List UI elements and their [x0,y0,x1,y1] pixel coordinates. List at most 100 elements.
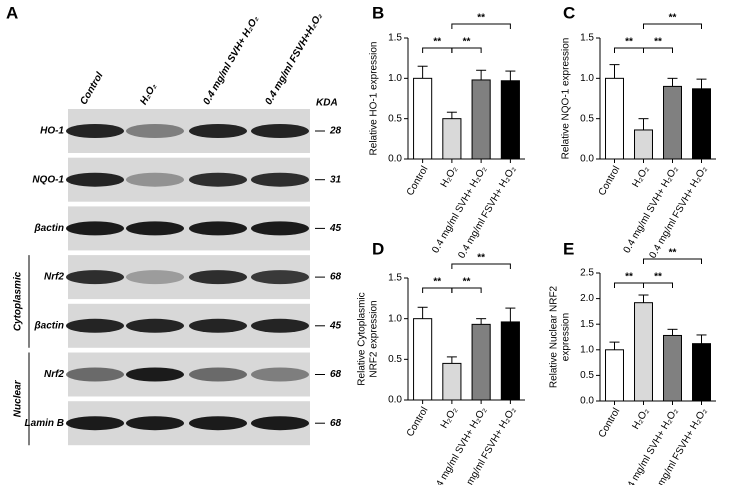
y-tick-label: 1.5 [580,319,594,330]
band [251,270,309,285]
protein-label: Nrf2 [44,272,64,283]
significance-label: ** [625,272,633,283]
significance-bracket [643,258,702,264]
y-tick-label: 0.5 [580,113,594,124]
bar [663,334,682,402]
x-tick-label: H₂O₂ [439,164,460,189]
y-tick-label: 0.0 [388,395,402,406]
kda-label: 68 [330,369,342,380]
band [251,172,309,187]
band [126,124,184,138]
bar [634,129,653,160]
protein-label: βactin [33,320,64,331]
significance-label: ** [669,13,677,24]
band [66,270,124,285]
kda-label: 68 [330,272,342,283]
significance-label: ** [654,272,662,283]
panel-letter: C [563,3,575,22]
significance-bracket [422,287,453,293]
y-axis-label: NRF2 expression [369,300,380,377]
x-tick-label: Control [597,406,623,439]
kda-label: 68 [330,418,342,429]
band [66,124,124,138]
band [126,367,184,382]
band [66,318,124,333]
bar [500,80,520,160]
significance-label: ** [477,13,485,24]
kda-label: 31 [330,174,342,185]
group-label: Nuclear [13,379,24,417]
x-tick-label: Control [405,164,431,197]
lane-label: 0.4 mg/ml FSVH+H₂O₂ [263,11,325,107]
y-axis-label: Relative Cytoplasmic [357,292,368,385]
band [189,221,247,236]
bar [605,349,624,402]
group-label: Cytoplasmic [13,271,24,331]
band [189,416,247,431]
band [126,221,184,236]
band [189,172,247,187]
y-tick-label: 1.5 [388,33,402,44]
y-tick-label: 1.0 [388,73,402,84]
y-tick-label: 0.0 [580,396,594,407]
significance-bracket [451,23,511,29]
band [126,270,184,285]
bar [663,85,682,160]
significance-label: ** [654,37,662,48]
band [66,367,124,382]
y-axis-label: Relative HO-1 expression [369,42,380,156]
y-tick-label: 1.0 [580,73,594,84]
y-tick-label: 2.5 [580,268,594,279]
y-tick-label: 1.0 [388,313,402,324]
bar [605,77,624,160]
band [126,318,184,333]
significance-label: ** [433,37,441,48]
x-tick-label: H₂O₂ [439,405,460,430]
bar [471,79,491,160]
band [251,318,309,333]
x-tick-label: 0.4 mg/ml FSVH+ H₂O₂ [456,164,518,260]
y-tick-label: 1.5 [388,273,402,284]
significance-label: ** [463,277,471,288]
bar [442,362,462,401]
protein-label: Nrf2 [44,369,64,380]
x-tick-label: Control [405,405,431,438]
x-tick-label: 0.4 mg/ml SVH+ H₂O₂ [430,164,489,255]
panel-letter: D [372,239,384,258]
y-tick-label: 0.5 [388,113,402,124]
band [251,367,309,382]
y-tick-label: 0.5 [580,370,594,381]
band [189,367,247,382]
kda-label: 45 [329,320,342,331]
x-tick-label: H₂O₂ [630,164,651,189]
x-tick-label: 0.4 mg/ml FSVH+ H₂O₂ [647,164,709,260]
band [251,124,309,138]
lane-label: 0.4 mg/ml SVH+ H₂O₂ [201,14,261,107]
band [189,318,247,333]
y-tick-label: 0.0 [388,154,402,165]
y-tick-label: 0.0 [580,154,594,165]
y-tick-label: 1.5 [580,33,594,44]
band [126,416,184,431]
panel-letter: E [563,239,574,258]
y-tick-label: 2.0 [580,293,594,304]
y-tick-label: 0.5 [388,354,402,365]
protein-label: βactin [33,223,64,234]
lane-label: Control [78,70,105,106]
panel-letter: B [372,3,384,22]
y-axis-label: Relative NQO-1 expression [561,38,572,160]
panel-letter: A [6,3,18,22]
band [251,221,309,236]
protein-label: Lamin B [25,418,64,429]
significance-label: ** [463,37,471,48]
significance-bracket [614,47,644,53]
significance-bracket [422,47,453,53]
bar [692,88,711,160]
band [126,172,184,187]
significance-bracket [643,23,702,29]
significance-bracket [643,47,673,53]
protein-label: NQO-1 [32,174,64,185]
bar [471,323,491,401]
bar [442,118,462,160]
